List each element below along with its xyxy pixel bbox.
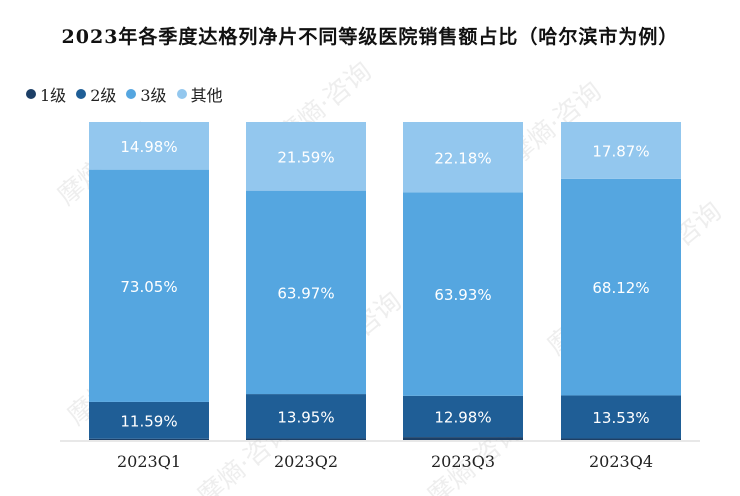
bar-segment-其他 (89, 122, 209, 170)
legend-item: 2级 (76, 82, 116, 106)
legend-item: 1级 (26, 82, 66, 106)
data-label: 22.18% (434, 149, 491, 167)
bar-segment-其他 (561, 122, 681, 179)
bar-segment-2级 (89, 401, 209, 439)
legend-label: 3级 (140, 86, 167, 105)
bar-segment-其他 (403, 122, 523, 193)
chart-title: 2023年各季度达格列净片不同等级医院销售额占比（哈尔滨市为例） (61, 26, 679, 48)
legend-label: 其他 (190, 86, 223, 105)
bar-segment-2级 (403, 395, 523, 438)
bar-segment-3级 (403, 192, 523, 396)
bar-segment-3级 (89, 169, 209, 402)
legend-swatch (26, 89, 36, 99)
x-tick-label: 2023Q4 (589, 452, 653, 471)
bar-segment-其他 (246, 122, 366, 191)
legend-swatch (76, 89, 87, 99)
data-label: 63.97% (277, 284, 334, 302)
bar-segment-1级 (246, 438, 366, 440)
legend-item: 其他 (176, 82, 223, 106)
x-tick-label: 2023Q1 (117, 452, 181, 471)
legend-item: 3级 (126, 82, 167, 106)
data-label: 17.87% (592, 142, 649, 160)
data-label: 13.95% (277, 408, 334, 426)
bar-segment-3级 (561, 178, 681, 396)
data-label: 11.59% (120, 412, 177, 430)
data-label: 21.59% (277, 148, 334, 166)
data-label: 68.12% (592, 279, 649, 297)
data-label: 73.05% (120, 278, 177, 296)
bar-segment-1级 (561, 438, 681, 440)
legend-label: 2级 (90, 86, 117, 105)
bar-segment-3级 (246, 190, 366, 395)
bar-segment-1级 (89, 438, 209, 440)
data-label: 12.98% (434, 408, 491, 426)
legend-label: 1级 (40, 86, 67, 105)
legend: 1级 2级 3级 其他 (26, 82, 233, 106)
data-label: 13.53% (592, 409, 649, 427)
x-tick-label: 2023Q2 (274, 452, 338, 471)
legend-swatch (176, 89, 187, 99)
data-label: 14.98% (120, 138, 177, 156)
bar-segment-2级 (246, 394, 366, 439)
x-tick-label: 2023Q3 (431, 452, 495, 471)
bar-segment-2级 (561, 395, 681, 439)
legend-swatch (126, 89, 137, 99)
data-label: 63.93% (434, 286, 491, 304)
bar-segment-1级 (403, 437, 523, 440)
